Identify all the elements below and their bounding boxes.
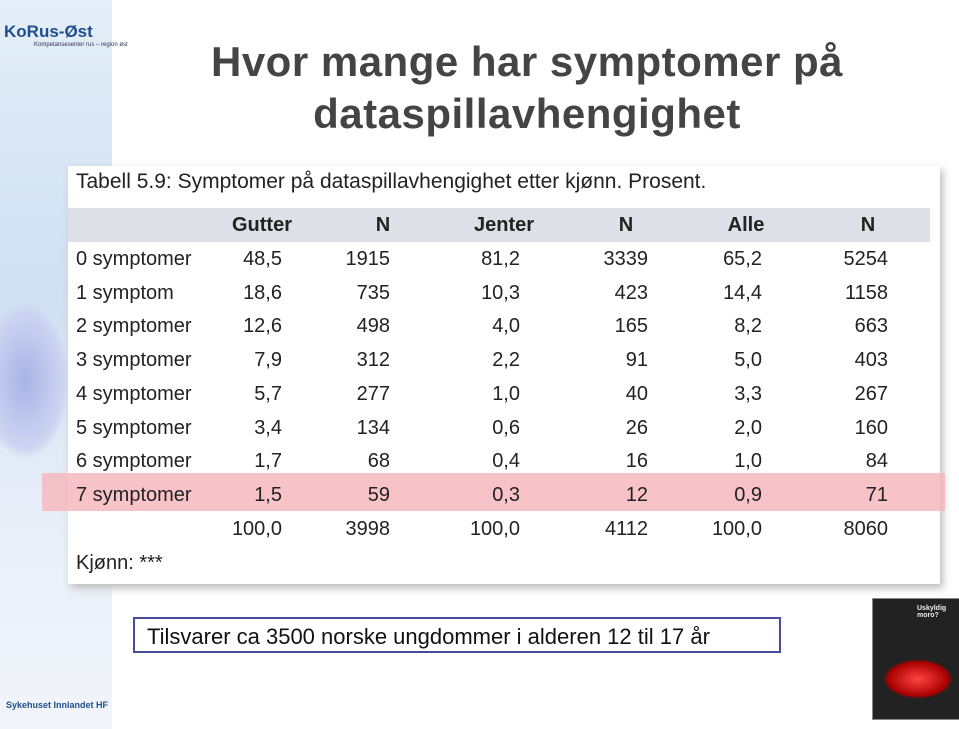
logo: KoRus-Øst Kompetansesenter rus – region ø… <box>4 22 128 48</box>
table-cell: 0,6 <box>492 416 520 439</box>
table-cell: 5 symptomer <box>76 416 192 439</box>
table-cell: 4,0 <box>492 315 520 338</box>
table-cell: 12 <box>625 483 648 506</box>
header-cell: N <box>618 214 634 236</box>
table-cell: 18,6 <box>243 281 282 304</box>
table-cell: 277 <box>356 382 390 405</box>
table-cell: 0,9 <box>734 483 762 506</box>
table-cell: 2 symptomer <box>76 315 192 338</box>
table-cell: 71 <box>865 483 888 506</box>
table-cell: 663 <box>854 315 888 338</box>
row-highlight <box>42 473 945 511</box>
table-cell: 5254 <box>843 248 889 270</box>
book-art <box>883 659 953 699</box>
table-cell: 59 <box>367 483 390 506</box>
table-cell: 735 <box>356 281 390 304</box>
table-cell: 4112 <box>604 518 648 540</box>
logo-tagline: Kompetansesenter rus – region øst <box>34 42 128 48</box>
table-cell: 2,0 <box>734 416 762 439</box>
table-cell: 5,7 <box>254 382 282 405</box>
table-cell: 12,6 <box>243 315 282 338</box>
table-cell: 6 symptomer <box>76 450 192 473</box>
table-cell: 134 <box>356 416 390 439</box>
table-cell: 0 symptomer <box>76 248 192 270</box>
table-cell: 8,2 <box>734 315 762 338</box>
book-cover: Uskyldig moro? <box>872 598 959 720</box>
table-cell: 403 <box>854 349 888 372</box>
table-cell: 84 <box>865 450 888 473</box>
book-title: Uskyldig moro? <box>917 605 947 619</box>
table-cell: 65,2 <box>723 248 762 270</box>
table-cell: 8060 <box>843 518 889 540</box>
table-cell: 160 <box>854 416 888 439</box>
table-cell: 81,2 <box>481 248 520 270</box>
table-cell: 1,7 <box>254 450 282 473</box>
table-cell: 1,0 <box>492 382 520 405</box>
table-cell: 26 <box>625 416 648 439</box>
table-footnote: Kjønn: *** <box>76 552 163 574</box>
header-cell: Alle <box>727 214 765 236</box>
footer-logo: Sykehuset Innlandet HF <box>6 700 109 710</box>
header-cell: N <box>375 214 391 236</box>
header-cell: N <box>860 214 876 236</box>
table-cell: 312 <box>356 349 390 372</box>
table-cell: 165 <box>614 315 648 338</box>
table-cell: 3339 <box>603 248 649 270</box>
table-cell: 40 <box>625 382 648 405</box>
table-cell: 1 symptom <box>76 281 174 304</box>
table-caption: Tabell 5.9: Symptomer på dataspillavheng… <box>76 170 707 193</box>
table-cell: 267 <box>854 382 888 405</box>
table-cell: 48,5 <box>243 248 282 270</box>
title-line: dataspillavhengighet <box>313 90 741 137</box>
table-cell: 2,2 <box>492 349 520 372</box>
table-cell: 7,9 <box>254 349 282 372</box>
title-line: Hvor mange har symptomer på <box>210 38 843 85</box>
logo-name: KoRus-Øst <box>4 22 93 41</box>
table-cell: 3998 <box>345 518 391 540</box>
table-cell: 68 <box>367 450 390 473</box>
table-cell: 3,3 <box>734 382 762 405</box>
table-cell: 10,3 <box>481 281 520 304</box>
table-cell: 1,5 <box>254 483 282 506</box>
table-cell: 100,0 <box>469 518 520 540</box>
table-cell: 3 symptomer <box>76 349 192 372</box>
table-cell: 14,4 <box>723 281 762 304</box>
table-cell: 1915 <box>345 248 391 270</box>
table-cell: 100,0 <box>231 518 282 540</box>
header-cell: Gutter <box>232 214 292 236</box>
note-box: Tilsvarer ca 3500 norske ungdommer i ald… <box>133 617 781 653</box>
table-cell: 498 <box>356 315 390 338</box>
table-cell: 0,3 <box>492 483 520 506</box>
table-cell: 1158 <box>844 281 888 304</box>
header-band <box>68 208 930 242</box>
table-cell: 16 <box>625 450 648 473</box>
flower-decoration <box>0 300 70 460</box>
table-cell: 100,0 <box>711 518 762 540</box>
header-cell: Jenter <box>473 214 535 236</box>
table-cell: 423 <box>614 281 648 304</box>
table-cell: 0,4 <box>492 450 520 473</box>
table-cell: 1,0 <box>734 450 762 473</box>
table-cell: 7 symptomer <box>76 483 192 506</box>
table-cell: 5,0 <box>734 349 762 372</box>
table-cell: 3,4 <box>254 416 282 439</box>
table-cell: 4 symptomer <box>76 382 192 405</box>
table-cell: 91 <box>625 349 648 372</box>
